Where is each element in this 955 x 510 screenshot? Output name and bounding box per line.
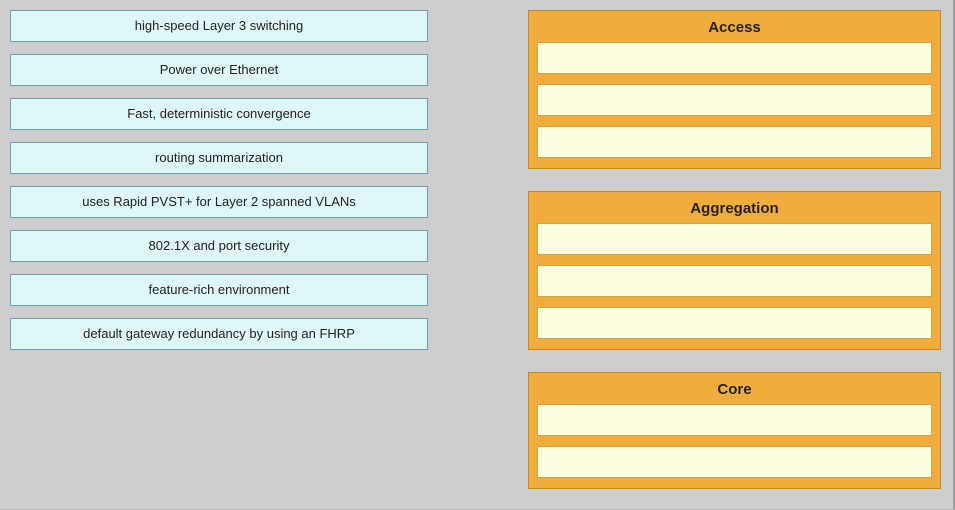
source-item[interactable]: high-speed Layer 3 switching	[10, 10, 428, 42]
source-item[interactable]: routing summarization	[10, 142, 428, 174]
target-group-title: Core	[537, 379, 932, 404]
source-column: high-speed Layer 3 switching Power over …	[8, 10, 438, 501]
source-item[interactable]: 802.1X and port security	[10, 230, 428, 262]
target-group-aggregation: Aggregation	[528, 191, 941, 350]
target-group-access: Access	[528, 10, 941, 169]
source-item[interactable]: feature-rich environment	[10, 274, 428, 306]
target-slot[interactable]	[537, 84, 932, 116]
source-item[interactable]: Power over Ethernet	[10, 54, 428, 86]
source-item[interactable]: uses Rapid PVST+ for Layer 2 spanned VLA…	[10, 186, 428, 218]
target-slot[interactable]	[537, 126, 932, 158]
target-group-title: Aggregation	[537, 198, 932, 223]
target-column: Access Aggregation Core	[438, 10, 945, 501]
target-slot[interactable]	[537, 446, 932, 478]
target-slot[interactable]	[537, 404, 932, 436]
source-item[interactable]: default gateway redundancy by using an F…	[10, 318, 428, 350]
target-slot[interactable]	[537, 223, 932, 255]
target-slot[interactable]	[537, 42, 932, 74]
target-slot[interactable]	[537, 265, 932, 297]
target-slot[interactable]	[537, 307, 932, 339]
target-group-core: Core	[528, 372, 941, 489]
source-item[interactable]: Fast, deterministic convergence	[10, 98, 428, 130]
drag-drop-container: high-speed Layer 3 switching Power over …	[0, 0, 953, 509]
target-group-title: Access	[537, 17, 932, 42]
